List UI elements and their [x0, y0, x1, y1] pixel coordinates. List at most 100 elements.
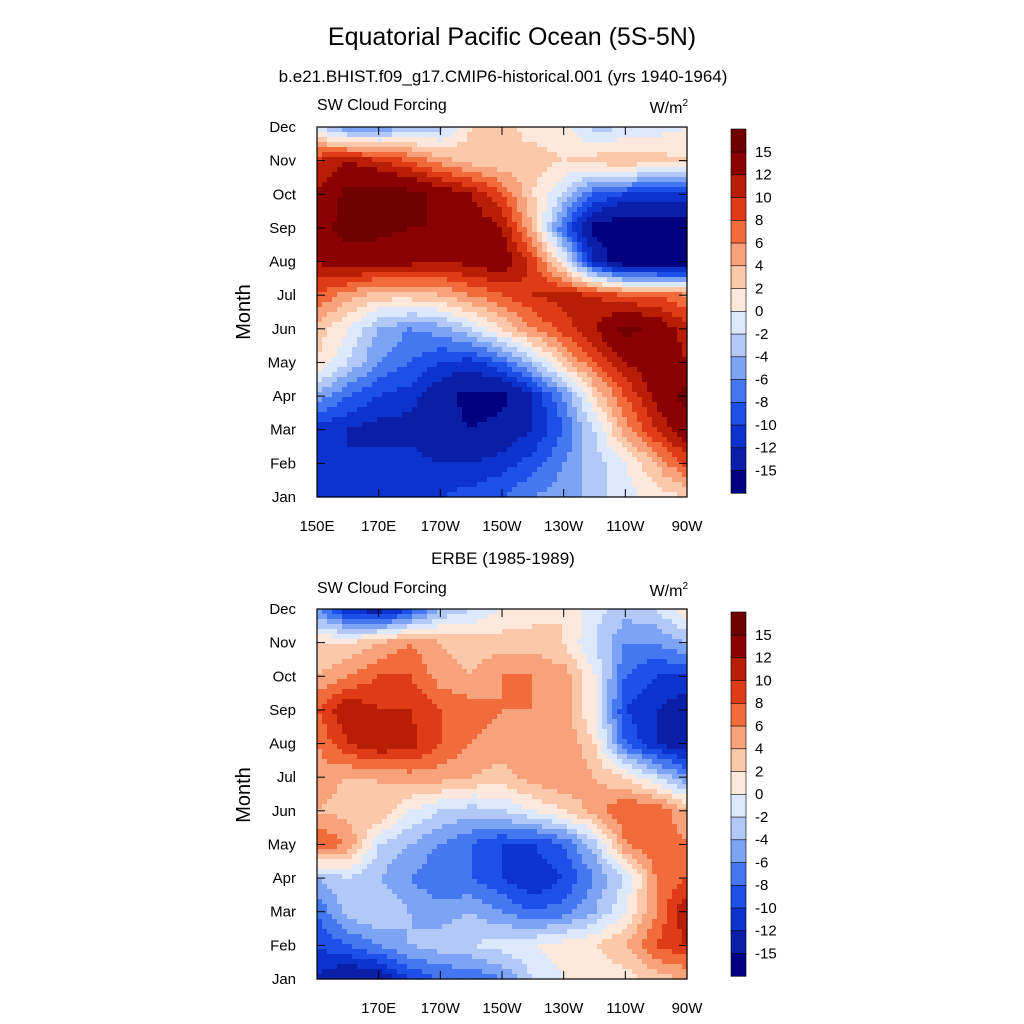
- heatmap-cell: [547, 392, 553, 398]
- heatmap-cell: [582, 157, 588, 163]
- heatmap-cell: [357, 217, 363, 223]
- heatmap-cell: [467, 282, 473, 288]
- heatmap-cell: [407, 237, 413, 243]
- heatmap-cell: [457, 207, 463, 213]
- heatmap-cell: [402, 162, 408, 168]
- heatmap-cell: [517, 417, 523, 423]
- heatmap-cell: [432, 167, 438, 173]
- heatmap-cell: [467, 242, 473, 248]
- heatmap-cell: [557, 377, 563, 383]
- heatmap-cell: [427, 377, 433, 383]
- heatmap-cell: [412, 372, 418, 378]
- heatmap-cell: [492, 142, 498, 148]
- heatmap-cell: [442, 337, 448, 343]
- heatmap-cell: [477, 432, 483, 438]
- heatmap-cell: [507, 267, 513, 273]
- heatmap-cell: [542, 217, 548, 223]
- heatmap-cell: [602, 282, 608, 288]
- heatmap-cell: [472, 227, 478, 233]
- heatmap-cell: [602, 152, 608, 158]
- heatmap-cell: [362, 217, 368, 223]
- heatmap-cell: [517, 332, 523, 338]
- heatmap-cell: [552, 392, 558, 398]
- heatmap-cell: [612, 377, 618, 383]
- heatmap-cell: [402, 357, 408, 363]
- heatmap-cell: [617, 452, 623, 458]
- heatmap-cell: [527, 407, 533, 413]
- heatmap-cell: [647, 187, 653, 193]
- heatmap-cell: [637, 127, 643, 133]
- heatmap-cell: [432, 432, 438, 438]
- heatmap-cell: [632, 372, 638, 378]
- heatmap-cell: [522, 257, 528, 263]
- heatmap-cell: [352, 227, 358, 233]
- heatmap-cell: [437, 402, 443, 408]
- heatmap-cell: [542, 197, 548, 203]
- heatmap-cell: [347, 127, 353, 133]
- heatmap-cell: [332, 297, 338, 303]
- heatmap-cell: [422, 312, 428, 318]
- heatmap-cell: [387, 397, 393, 403]
- heatmap-cell: [582, 147, 588, 153]
- heatmap-cell: [577, 447, 583, 453]
- heatmap-cell: [582, 317, 588, 323]
- heatmap-cell: [502, 272, 508, 278]
- heatmap-cell: [437, 142, 443, 148]
- heatmap-cell: [572, 362, 578, 368]
- heatmap-cell: [372, 252, 378, 258]
- heatmap-cell: [607, 422, 613, 428]
- heatmap-cell: [642, 442, 648, 448]
- heatmap-cell: [497, 282, 503, 288]
- heatmap-cell: [342, 207, 348, 213]
- heatmap-cell: [352, 387, 358, 393]
- heatmap-cell: [532, 452, 538, 458]
- heatmap-cell: [527, 277, 533, 283]
- heatmap-cell: [627, 427, 633, 433]
- heatmap-cell: [642, 327, 648, 333]
- heatmap-cell: [337, 372, 343, 378]
- heatmap-cell: [402, 412, 408, 418]
- heatmap-cell: [502, 282, 508, 288]
- heatmap-cell: [497, 152, 503, 158]
- heatmap-cell: [367, 442, 373, 448]
- heatmap-cell: [332, 277, 338, 283]
- heatmap-cell: [637, 452, 643, 458]
- heatmap-cell: [382, 387, 388, 393]
- heatmap-cell: [527, 192, 533, 198]
- heatmap-cell: [512, 172, 518, 178]
- heatmap-cell: [367, 437, 373, 443]
- heatmap-cell: [652, 192, 658, 198]
- heatmap-cell: [597, 412, 603, 418]
- heatmap-cell: [552, 377, 558, 383]
- heatmap-cell: [332, 182, 338, 188]
- heatmap-cell: [497, 147, 503, 153]
- heatmap-cell: [502, 362, 508, 368]
- heatmap-cell: [517, 237, 523, 243]
- heatmap-cell: [492, 262, 498, 268]
- heatmap-cell: [642, 387, 648, 393]
- heatmap-cell: [522, 397, 528, 403]
- heatmap-cell: [392, 167, 398, 173]
- heatmap-cell: [612, 167, 618, 173]
- heatmap-cell: [457, 267, 463, 273]
- heatmap-cell: [367, 417, 373, 423]
- heatmap-cell: [367, 262, 373, 268]
- heatmap-cell: [392, 382, 398, 388]
- heatmap-cell: [547, 147, 553, 153]
- heatmap-cell: [567, 192, 573, 198]
- heatmap-cell: [482, 387, 488, 393]
- heatmap-cell: [617, 377, 623, 383]
- heatmap-cell: [387, 377, 393, 383]
- heatmap-cell: [447, 367, 453, 373]
- heatmap-cell: [437, 282, 443, 288]
- heatmap-cell: [382, 232, 388, 238]
- heatmap-cell: [667, 302, 673, 308]
- heatmap-cell: [507, 447, 513, 453]
- heatmap-cell: [467, 397, 473, 403]
- heatmap-cell: [617, 137, 623, 143]
- heatmap-cell: [632, 417, 638, 423]
- heatmap-cell: [402, 217, 408, 223]
- heatmap-cell: [662, 337, 668, 343]
- heatmap-cell: [602, 372, 608, 378]
- heatmap-cell: [537, 237, 543, 243]
